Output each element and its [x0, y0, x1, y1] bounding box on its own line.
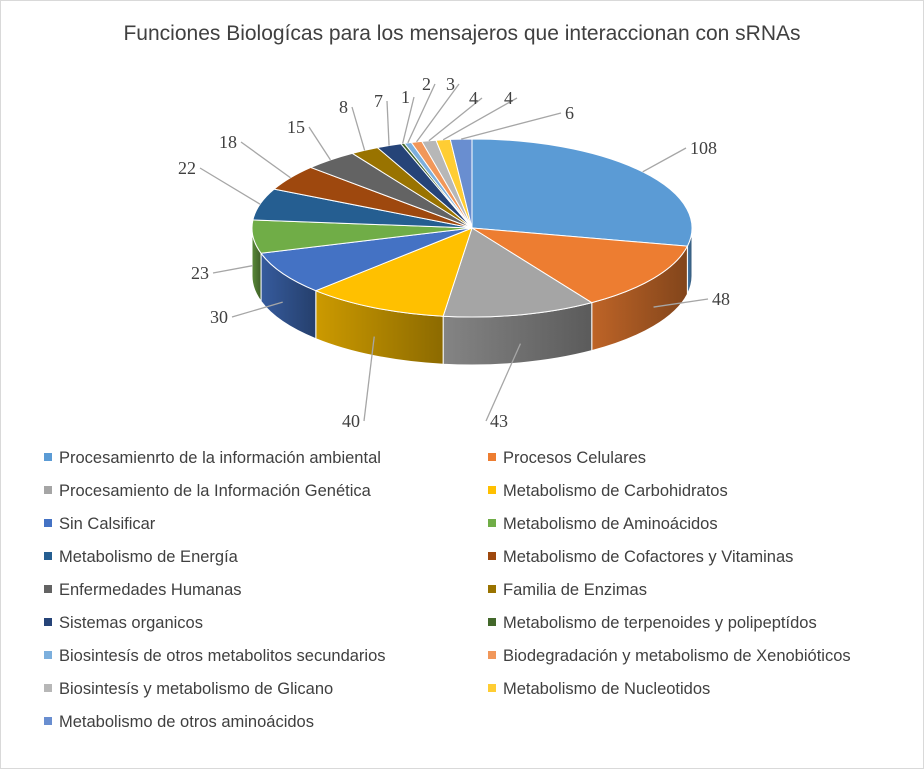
legend-entry: Metabolismo de terpenoides y polipeptído… — [488, 613, 817, 633]
pie-slice-procesamiento-de-la-informaci-n-gen-tica — [442, 227, 594, 318]
legend-swatch — [44, 453, 52, 461]
pie-slice-metabolismo-de-carbohidratos — [314, 227, 473, 317]
data-label: 108 — [690, 138, 717, 158]
data-label: 2 — [422, 74, 431, 94]
data-label: 22 — [178, 158, 196, 178]
leader-line — [231, 301, 283, 318]
legend-label: Biosintesís de otros metabolitos secunda… — [59, 647, 386, 665]
legend-label: Procesamienrto de la información ambient… — [59, 449, 381, 467]
legend-entry: Metabolismo de Aminoácidos — [488, 514, 718, 534]
legend-entry: Metabolismo de Nucleotidos — [488, 679, 710, 699]
chart-title: Funciones Biologícas para los mensajeros… — [123, 22, 801, 45]
legend-entry: Metabolismo de Cofactores y Vitaminas — [488, 547, 793, 567]
legend-label: Metabolismo de Carbohidratos — [503, 482, 728, 500]
legend-entry: Biosintesís de otros metabolitos secunda… — [44, 646, 386, 666]
data-label: 3 — [446, 74, 455, 94]
legend-label: Metabolismo de Nucleotidos — [503, 680, 711, 698]
legend-label: Procesamiento de la Información Genética — [59, 482, 371, 500]
leader-line — [351, 106, 366, 151]
legend-swatch — [488, 552, 496, 560]
legend-label: Enfermedades Humanas — [59, 581, 242, 599]
data-label: 48 — [712, 289, 730, 309]
legend-entry: Procesos Celulares — [488, 448, 646, 468]
data-label: 7 — [374, 91, 383, 111]
legend-swatch — [44, 552, 52, 560]
legend-entry: Familia de Enzimas — [488, 580, 647, 600]
legend-label: Sin Calsificar — [59, 515, 156, 533]
legend-label: Metabolismo de Energía — [59, 548, 238, 566]
legend-label: Familia de Enzimas — [503, 581, 647, 599]
legend-entry: Metabolismo de Carbohidratos — [488, 481, 728, 501]
leader-line — [415, 83, 460, 143]
leader-line — [212, 264, 254, 274]
leader-line — [442, 97, 518, 141]
leader-line — [363, 336, 375, 422]
leader-line — [308, 126, 331, 161]
data-label: 23 — [191, 263, 209, 283]
leader-line — [386, 100, 390, 146]
legend-entry: Metabolismo de Energía — [44, 547, 238, 567]
leader-line — [485, 343, 522, 422]
legend-swatch — [488, 651, 496, 659]
legend-entry: Biosintesís y metabolismo de Glicano — [44, 679, 333, 699]
legend-label: Biodegradación y metabolismo de Xenobiót… — [503, 647, 851, 665]
legend-entry: Metabolismo de otros aminoácidos — [44, 712, 314, 732]
data-label: 40 — [342, 411, 360, 431]
legend-swatch — [44, 651, 52, 659]
legend-swatch — [44, 486, 52, 494]
legend-entry: Enfermedades Humanas — [44, 580, 242, 600]
leader-line — [240, 141, 291, 179]
data-label: 43 — [490, 411, 508, 431]
legend-swatch — [44, 585, 52, 593]
legend-swatch — [44, 717, 52, 725]
legend-label: Metabolismo de Aminoácidos — [503, 515, 718, 533]
legend-entry: Procesamienrto de la información ambient… — [44, 448, 381, 468]
legend-label: Procesos Celulares — [503, 449, 647, 467]
legend-swatch — [44, 684, 52, 692]
legend-swatch — [488, 684, 496, 692]
legend-entry: Procesamiento de la Información Genética — [44, 481, 371, 501]
leader-line — [428, 97, 483, 142]
data-label: 4 — [504, 88, 513, 108]
leader-line — [199, 167, 261, 205]
leader-line — [653, 298, 709, 308]
leader-line — [402, 96, 415, 144]
data-label: 18 — [219, 132, 237, 152]
legend-entry: Sin Calsificar — [44, 514, 155, 534]
leader-line — [460, 112, 562, 140]
legend-swatch — [488, 519, 496, 527]
data-label: 30 — [210, 307, 228, 327]
legend-label: Sistemas organicos — [59, 614, 203, 632]
data-label: 8 — [339, 97, 348, 117]
data-label: 1 — [401, 87, 410, 107]
data-label: 4 — [469, 88, 478, 108]
legend-swatch — [488, 453, 496, 461]
legend-swatch — [488, 618, 496, 626]
legend-swatch — [488, 585, 496, 593]
legend-label: Metabolismo de terpenoides y polipeptído… — [503, 614, 817, 632]
legend-label: Metabolismo de Cofactores y Vitaminas — [503, 548, 794, 566]
data-label: 6 — [565, 103, 574, 123]
pie-slice-procesamienrto-de-la-informaci-n-ambiental — [471, 138, 693, 247]
legend-swatch — [488, 486, 496, 494]
legend-label: Metabolismo de otros aminoácidos — [59, 713, 314, 731]
pie-slice-sin-calsificar — [260, 227, 473, 292]
pie-slice-procesos-celulares — [471, 227, 689, 304]
legend-swatch — [44, 519, 52, 527]
legend-entry: Sistemas organicos — [44, 613, 203, 633]
data-label: 15 — [287, 117, 305, 137]
leader-line — [642, 147, 687, 173]
leader-line — [407, 83, 436, 144]
legend-label: Biosintesís y metabolismo de Glicano — [59, 680, 334, 698]
legend-entry: Biodegradación y metabolismo de Xenobiót… — [488, 646, 851, 666]
legend-swatch — [44, 618, 52, 626]
pie-slices — [251, 138, 693, 318]
